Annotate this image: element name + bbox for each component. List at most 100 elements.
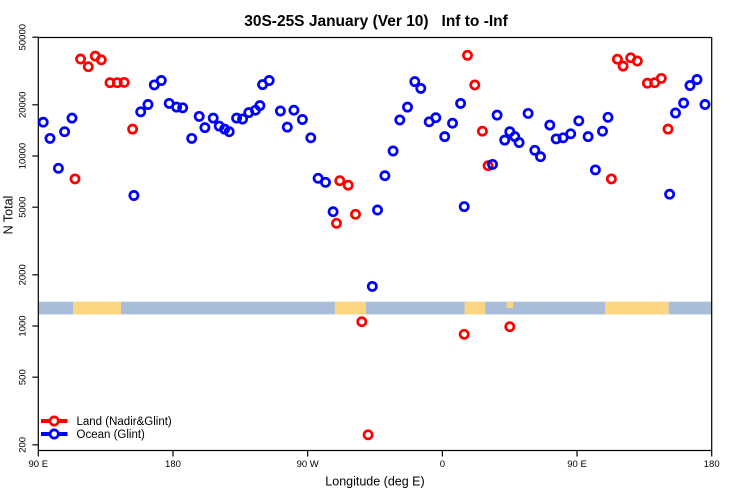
ocean-data-point [66, 112, 78, 124]
land-data-point [504, 321, 516, 333]
ocean-data-point [281, 121, 293, 133]
ocean-data-point [394, 114, 406, 126]
ocean-data-point [231, 112, 243, 124]
ocean-data-point [372, 204, 383, 216]
y-tick-label: 2000 [17, 264, 28, 285]
land-data-point [469, 79, 481, 91]
band-segment-ocean [668, 301, 712, 315]
y-tick-label: 500 [17, 369, 28, 385]
land-data-point [617, 60, 629, 72]
ocean-data-point [678, 97, 690, 109]
y-tick-label: 20000 [17, 92, 28, 118]
x-tick-label: 90 E [567, 459, 587, 470]
band-segment-land [334, 301, 366, 315]
data-points [37, 49, 711, 441]
x-tick-label: 180 [165, 459, 181, 470]
ocean-data-point [565, 128, 577, 140]
land-data-point [655, 72, 667, 84]
y-tick-label: 200 [17, 437, 28, 453]
ocean-data-point [597, 125, 608, 137]
ocean-data-point [430, 112, 442, 124]
ocean-data-point [155, 75, 167, 86]
y-tick-label: 10000 [17, 143, 28, 169]
band-segment-land [73, 301, 121, 315]
ocean-data-point [223, 126, 235, 138]
legend-marker [48, 428, 60, 440]
ocean-data-point [320, 176, 331, 188]
ocean-data-point [379, 170, 391, 182]
ocean-data-point [529, 144, 541, 156]
land-data-point [334, 175, 346, 187]
ocean-data-point [544, 119, 556, 131]
land-data-point [458, 328, 470, 340]
ocean-data-point [447, 117, 458, 129]
land-data-point [127, 123, 139, 135]
ocean-data-point [274, 105, 286, 117]
ocean-data-point [296, 114, 308, 125]
ocean-data-point [582, 131, 594, 143]
ocean-data-point [684, 80, 696, 91]
land-data-point [342, 179, 354, 191]
legend-label: Ocean (Glint) [77, 429, 146, 441]
land-data-point [631, 55, 643, 67]
land-data-point [95, 54, 107, 66]
legend-marker [48, 415, 60, 427]
ocean-data-point [237, 113, 249, 125]
ocean-data-point [522, 107, 534, 119]
ocean-data-point [439, 131, 451, 143]
ocean-data-point [458, 201, 470, 213]
legend: Land (Nadir&Glint)Ocean (Glint) [41, 415, 172, 441]
land-data-point [605, 173, 617, 185]
band-segment-land [605, 301, 669, 315]
ocean-data-point [589, 164, 601, 176]
ocean-data-point [670, 107, 681, 119]
land-data-point [350, 208, 361, 220]
legend-label: Land (Nadir&Glint) [77, 416, 172, 428]
y-tick-label: 50000 [17, 24, 28, 50]
ocean-data-point [487, 158, 498, 170]
ocean-data-point [455, 97, 467, 109]
plot-frame [37, 36, 713, 452]
band-segment-ocean [38, 301, 73, 315]
land-data-point [118, 76, 130, 88]
ocean-data-point [52, 162, 64, 174]
land-data-point [462, 49, 473, 61]
ocean-data-point [366, 280, 378, 292]
ocean-data-point [491, 109, 503, 121]
x-axis-ticks: 90 E 180 90 W 0 90 E 180 [29, 450, 720, 470]
band-segment-ocean [485, 301, 606, 315]
ocean-data-point [135, 106, 147, 118]
band-segment-ocean [120, 301, 335, 315]
ocean-data-point [602, 111, 614, 123]
y-axis-ticks: 200 500 1000 2000 5000 10000 20000 50000 [17, 24, 39, 453]
x-axis-label: Longitude (deg E) [325, 475, 424, 489]
land-data-point [75, 53, 87, 65]
land-data-point [662, 123, 674, 135]
ocean-data-point [499, 134, 511, 146]
ocean-data-point [59, 126, 71, 138]
ocean-data-point [199, 122, 211, 134]
ocean-data-point [37, 116, 49, 128]
ocean-data-point [699, 99, 711, 110]
ocean-data-point [664, 188, 676, 200]
ocean-data-point [305, 132, 317, 144]
land-data-point [331, 217, 342, 229]
land-data-point [82, 61, 94, 73]
y-axis-label: N Total [2, 196, 16, 235]
x-tick-label: 0 [440, 459, 445, 470]
land-ocean-band [38, 301, 712, 315]
ocean-data-point [263, 75, 275, 86]
band-segment-land [506, 301, 514, 309]
land-data-point [69, 173, 81, 185]
land-data-point [476, 125, 488, 137]
land-data-point [611, 53, 623, 65]
ocean-data-point [254, 100, 266, 112]
x-tick-label: 90 E [29, 459, 49, 470]
ocean-data-point [409, 76, 421, 88]
ocean-data-point [177, 102, 189, 114]
land-data-point [362, 429, 374, 441]
ocean-data-point [327, 206, 339, 218]
x-tick-label: 180 [704, 459, 720, 470]
